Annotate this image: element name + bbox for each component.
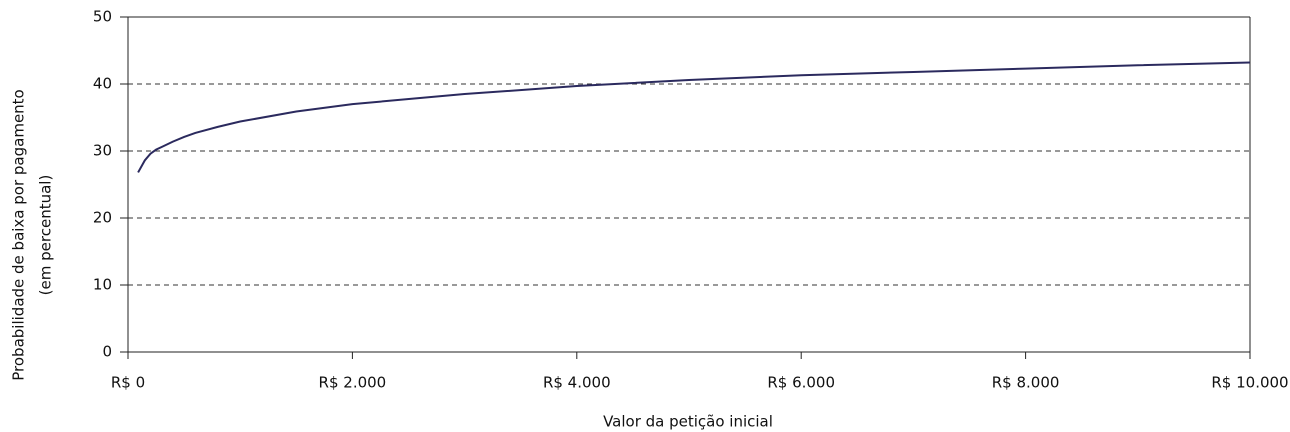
x-tick-label: R$ 8.000	[992, 374, 1060, 392]
y-axis-label: Probabilidade de baixa por pagamento	[10, 89, 28, 380]
y-axis-label: (em percentual)	[37, 175, 55, 296]
x-axis-label: Valor da petição inicial	[603, 413, 773, 431]
x-tick-label: R$ 10.000	[1211, 374, 1288, 392]
y-tick-label: 10	[93, 276, 112, 294]
y-tick-label: 20	[93, 209, 112, 227]
line	[137, 61, 1251, 173]
y-tick-label: 0	[102, 343, 112, 361]
y-tick-label: 50	[93, 8, 112, 26]
x-tick-label: R$ 2.000	[319, 374, 387, 392]
x-tick-label: R$ 0	[111, 374, 145, 392]
x-tick-label: R$ 6.000	[767, 374, 835, 392]
x-tick-label: R$ 4.000	[543, 374, 611, 392]
y-tick-label: 40	[93, 75, 112, 93]
y-tick-label: 30	[93, 142, 112, 160]
